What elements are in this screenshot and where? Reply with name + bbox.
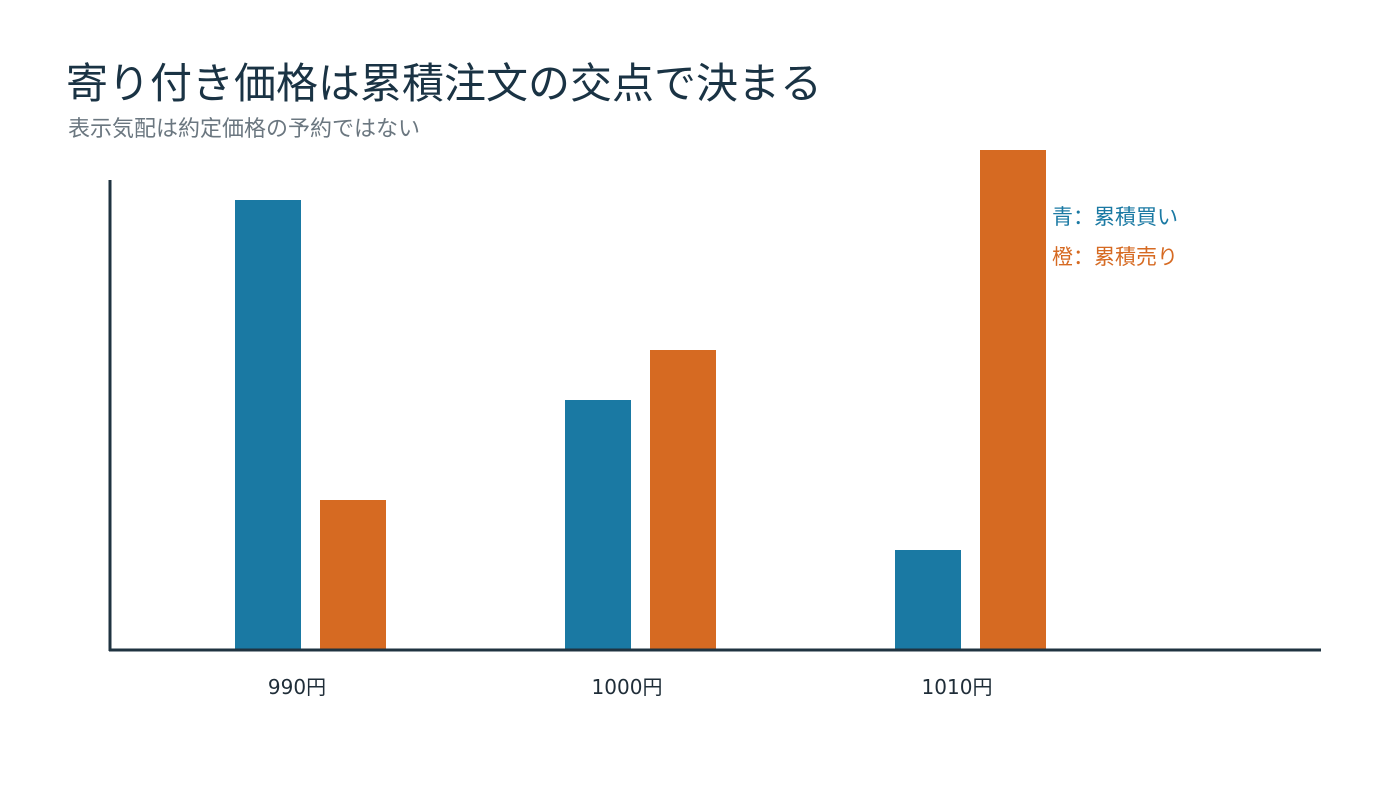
x-tick-labels: 990円 1000円 1010円 (268, 675, 993, 699)
chart-title: 寄り付き価格は累積注文の交点で決まる (66, 59, 823, 108)
bar-buy-1 (565, 400, 631, 650)
bar-sell-2 (980, 150, 1046, 650)
bar-sell-0 (320, 500, 386, 650)
legend-item: 橙：累積売り (1052, 245, 1178, 269)
bars-layer (235, 150, 1046, 650)
x-tick-label: 1010円 (922, 675, 993, 699)
bar-buy-2 (895, 550, 961, 650)
bar-buy-0 (235, 200, 301, 650)
chart-subtitle: 表示気配は約定価格の予約ではない (68, 117, 421, 142)
legend-item: 青：累積買い (1052, 205, 1178, 229)
x-tick-label: 990円 (268, 675, 326, 699)
bar-sell-1 (650, 350, 716, 650)
x-tick-label: 1000円 (592, 675, 663, 699)
